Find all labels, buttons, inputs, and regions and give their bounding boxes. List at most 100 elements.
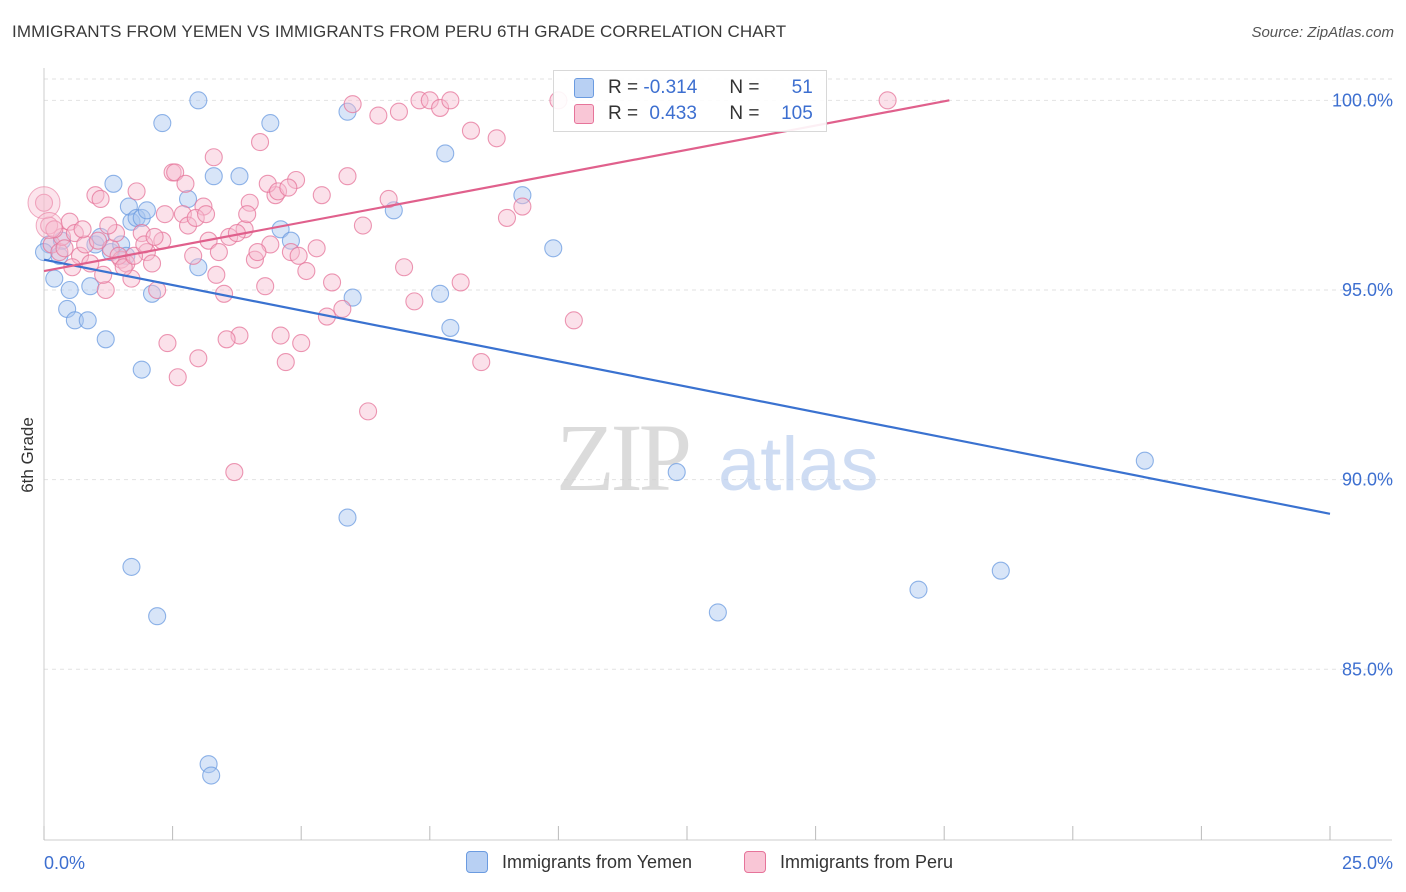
peru-point (55, 239, 74, 258)
peru-point (287, 170, 306, 190)
peru-point (451, 273, 470, 292)
peru-point (513, 197, 532, 216)
yemen-point (1135, 451, 1154, 470)
yemen-point (112, 235, 131, 254)
peru-point (258, 174, 277, 193)
yemen-point (45, 269, 64, 288)
peru-point (497, 208, 517, 227)
yemen-point (178, 189, 198, 209)
yemen-point (153, 114, 172, 133)
yemen-point (81, 277, 100, 296)
legend-n-peru: 105 (781, 103, 813, 124)
yemen-point (78, 311, 97, 330)
series-yemen (34, 91, 1154, 785)
peru-point (225, 463, 244, 482)
peru-point (353, 216, 372, 235)
x-tick-label: 0.0% (44, 853, 85, 873)
peru-point (155, 205, 174, 224)
peru-point (323, 273, 342, 292)
axes (43, 68, 1392, 841)
gridlines (44, 78, 1392, 670)
peru-point-large (27, 186, 61, 220)
peru-point (166, 163, 185, 182)
peru-point (431, 98, 450, 117)
peru-point (168, 368, 187, 387)
peru-point (186, 208, 205, 227)
yemen-point (202, 766, 221, 785)
peru-point (343, 95, 362, 114)
y-tick-label: 95.0% (1342, 280, 1393, 300)
legend-label-peru: Immigrants from Peru (780, 851, 954, 872)
legend-r-yemen: -0.314 (643, 77, 698, 98)
yemen-point (96, 330, 115, 349)
peru-point (379, 189, 398, 209)
peru-point (106, 224, 126, 243)
peru-point (73, 220, 92, 239)
legend-row-yemen: R = -0.314 N = 51 (574, 76, 813, 100)
peru-point (34, 193, 54, 212)
peru-point (338, 167, 357, 186)
peru-point (238, 205, 257, 224)
peru-point (96, 280, 115, 300)
peru-point (405, 292, 424, 311)
yemen-point (148, 607, 167, 626)
peru-point (94, 265, 113, 284)
peru-point (189, 349, 208, 368)
yemen-point (544, 239, 563, 258)
peru-point (487, 129, 506, 148)
peru-point (145, 227, 164, 246)
yemen-point (431, 284, 450, 303)
legend-n-label: N = (729, 103, 760, 124)
legend-swatch-yemen (466, 851, 488, 873)
legend-swatch-yemen (574, 78, 594, 98)
legend-row-peru: R = 0.433 N = 105 (574, 102, 813, 126)
peru-point (410, 91, 429, 110)
yemen-point (909, 580, 928, 599)
peru-point (142, 254, 162, 273)
peru-point (279, 178, 298, 197)
yemen-point (261, 114, 280, 133)
peru-point (248, 243, 267, 262)
yemen-point (132, 360, 151, 379)
peru-point (333, 299, 352, 319)
peru-point (209, 243, 228, 262)
peru-point (461, 121, 481, 140)
legend-label-yemen: Immigrants from Yemen (502, 851, 693, 872)
yemen-point (667, 463, 686, 482)
peru-point (217, 330, 236, 349)
peru-point (292, 334, 311, 353)
peru-point (395, 258, 414, 277)
peru-point (297, 261, 316, 281)
peru-point (276, 353, 295, 372)
chart-title: IMMIGRANTS FROM YEMEN VS IMMIGRANTS FROM… (12, 22, 787, 41)
yemen-point (441, 318, 460, 337)
peru-point (878, 91, 897, 110)
peru-point (184, 246, 203, 265)
peru-point (269, 182, 288, 201)
peru-point (91, 189, 110, 209)
peru-point (250, 133, 270, 152)
peru-point (127, 182, 146, 201)
yemen-point (436, 144, 455, 163)
y-axis-label: 6th Grade (18, 417, 37, 493)
peru-point (564, 311, 583, 330)
y-tick-label: 85.0% (1342, 659, 1393, 679)
series-legend: Immigrants from Yemen Immigrants from Pe… (0, 851, 1406, 877)
legend-item-yemen: Immigrants from Yemen (466, 851, 692, 873)
yemen-point (189, 258, 208, 277)
legend-r-label: R = (608, 103, 639, 124)
legend-n-yemen: 51 (791, 77, 813, 98)
peru-point (389, 102, 408, 121)
yemen-point (230, 167, 249, 186)
peru-point (196, 205, 216, 224)
peru-point (240, 193, 259, 212)
peru-point (271, 326, 290, 345)
tick-labels: 100.0% 95.0% 90.0% 85.0% 0.0% 25.0% (44, 90, 1393, 873)
yemen-point (65, 311, 84, 330)
peru-point (359, 402, 378, 421)
y-tick-label: 90.0% (1342, 470, 1393, 490)
legend-n-label: N = (729, 77, 760, 98)
stats-legend: R = -0.314 N = 51 R = 0.433 N = 105 (553, 70, 827, 132)
peru-point (289, 246, 308, 265)
